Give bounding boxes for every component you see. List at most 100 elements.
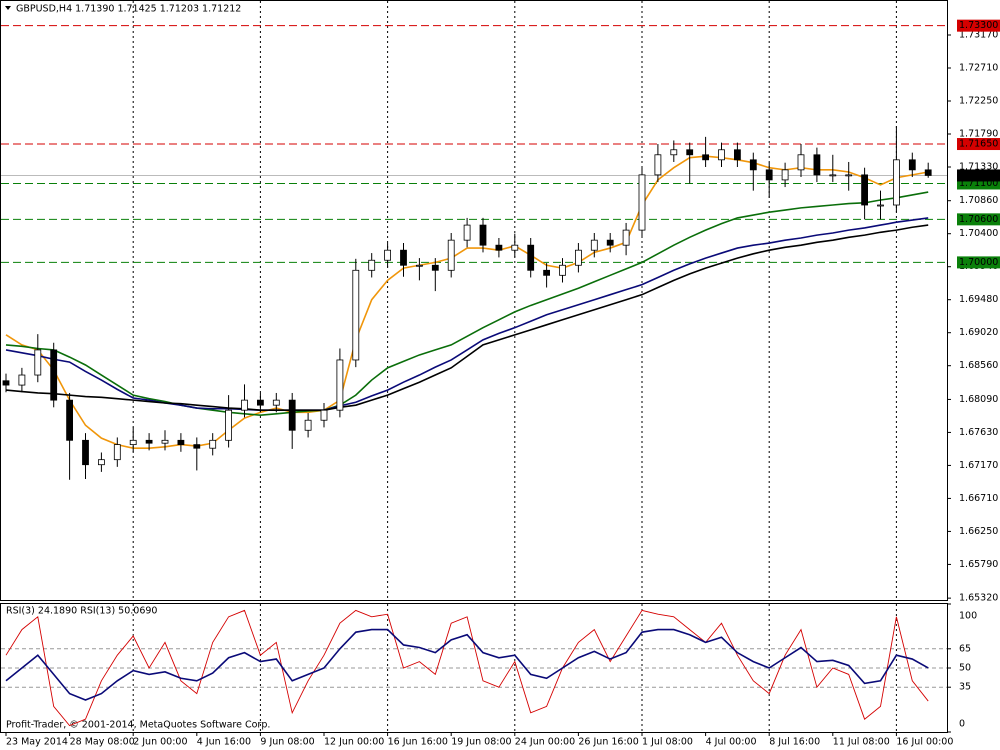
x-tick-label: 4 Jun 16:00	[197, 737, 251, 748]
candle-body	[98, 459, 105, 466]
candle-body	[431, 264, 439, 271]
candle-body	[861, 174, 868, 206]
candle-body	[161, 439, 169, 444]
candle-body	[781, 169, 789, 181]
candle-body	[272, 399, 280, 406]
rsi-header: RSI(3) 24.1890 RSI(13) 50.0690	[6, 606, 157, 617]
candle-body	[2, 380, 10, 386]
y-tick-label: 1.73170	[959, 29, 998, 40]
candle-body	[559, 264, 566, 276]
level-label: 1.71100	[959, 178, 998, 189]
candle-body	[256, 399, 264, 406]
moving-average	[5, 155, 929, 450]
x-tick-label: 11 Jul 08:00	[833, 737, 890, 748]
candle-body	[590, 239, 598, 251]
last-price-tag	[957, 169, 1000, 182]
x-tick-label: 8 Jul 16:00	[769, 737, 820, 748]
candle-body	[575, 249, 582, 266]
candle-body	[415, 264, 423, 267]
candle-body	[749, 159, 757, 171]
y-tick-label: 65	[959, 643, 971, 654]
candle-body	[400, 249, 407, 266]
candle-body	[18, 374, 26, 386]
candle-body	[765, 169, 773, 181]
candle-body	[225, 409, 233, 441]
y-tick-label: 1.70400	[959, 228, 998, 239]
candle-body	[495, 244, 503, 251]
menu-arrow	[5, 6, 11, 10]
y-tick-label: 1.70860	[959, 195, 998, 206]
x-tick-label: 12 Jun 00:00	[324, 737, 384, 748]
y-tick-label: 1.69480	[959, 294, 998, 305]
candle-body	[50, 349, 58, 401]
candle-body	[877, 204, 884, 207]
level-label: 1.70600	[959, 214, 998, 225]
x-tick-label: 9 Jun 08:00	[260, 737, 314, 748]
candle-body	[797, 154, 805, 171]
candle-body	[113, 444, 121, 461]
y-tick-label: 1.66250	[959, 526, 998, 537]
y-tick-label: 1.69020	[959, 327, 998, 338]
x-tick-label: 23 May 2014	[6, 737, 68, 748]
y-tick-label: 100	[959, 611, 977, 622]
level-tag	[957, 213, 1000, 226]
candle-body	[384, 249, 392, 261]
symbol-header: GBPUSD,H4 1.71390 1.71425 1.71203 1.7121…	[16, 4, 241, 15]
candle-body	[479, 224, 487, 246]
candle-body	[734, 149, 741, 161]
candle-body	[686, 149, 694, 156]
y-tick-label: 1.66710	[959, 493, 998, 504]
y-tick-label: 1.65320	[959, 593, 998, 604]
x-tick-label: 16 Jun 16:00	[388, 737, 448, 748]
candle-body	[34, 349, 42, 376]
candle-body	[845, 174, 853, 177]
copyright: Profit-Trader, © 2001-2014, MetaQuotes S…	[6, 720, 270, 731]
x-tick-label: 26 Jun 16:00	[578, 737, 638, 748]
candle-body	[177, 439, 185, 446]
y-tick-label: 1.67630	[959, 427, 998, 438]
candle-body	[209, 439, 217, 449]
candle-body	[511, 244, 519, 251]
price-frame	[0, 0, 948, 601]
candle-body	[129, 439, 137, 446]
candle-body	[893, 159, 900, 206]
candle-body	[908, 159, 916, 171]
candle-body	[622, 229, 630, 246]
candle-body	[368, 259, 376, 271]
x-tick-label: 4 Jul 00:00	[706, 737, 757, 748]
moving-average	[5, 191, 929, 417]
y-tick-label: 1.65790	[959, 559, 998, 570]
candle-body	[320, 409, 328, 421]
y-tick-label: 1.72710	[959, 62, 998, 73]
candle-body	[352, 269, 360, 361]
level-label: 1.70000	[959, 257, 998, 268]
last-price-label: 1.71212	[959, 170, 998, 181]
y-tick-label: 35	[959, 682, 971, 693]
candle-body	[670, 149, 678, 156]
candle-body	[193, 444, 201, 449]
candle-body	[527, 244, 535, 271]
candle-body	[463, 224, 471, 241]
candle-body	[718, 149, 725, 161]
candle-body	[606, 239, 614, 246]
level-label: 1.73300	[959, 20, 998, 31]
x-tick-label: 19 Jun 08:00	[451, 737, 511, 748]
rsi-line	[5, 628, 929, 701]
candle-body	[66, 399, 73, 441]
candle-body	[304, 419, 312, 431]
candle-body	[638, 174, 646, 231]
level-label: 1.71650	[959, 139, 998, 150]
level-tag	[957, 256, 1000, 269]
candle-body	[924, 169, 932, 176]
y-tick-label: 0	[959, 719, 965, 730]
y-tick-label: 1.71330	[959, 161, 998, 172]
candle-body	[145, 439, 153, 444]
x-tick-label: 1 Jul 08:00	[642, 737, 693, 748]
y-tick-label: 1.67170	[959, 460, 998, 471]
candle-body	[829, 174, 837, 177]
level-tag	[957, 19, 1000, 32]
candle-body	[543, 269, 550, 276]
y-tick-label: 1.71790	[959, 128, 998, 139]
level-tag	[957, 138, 1000, 151]
